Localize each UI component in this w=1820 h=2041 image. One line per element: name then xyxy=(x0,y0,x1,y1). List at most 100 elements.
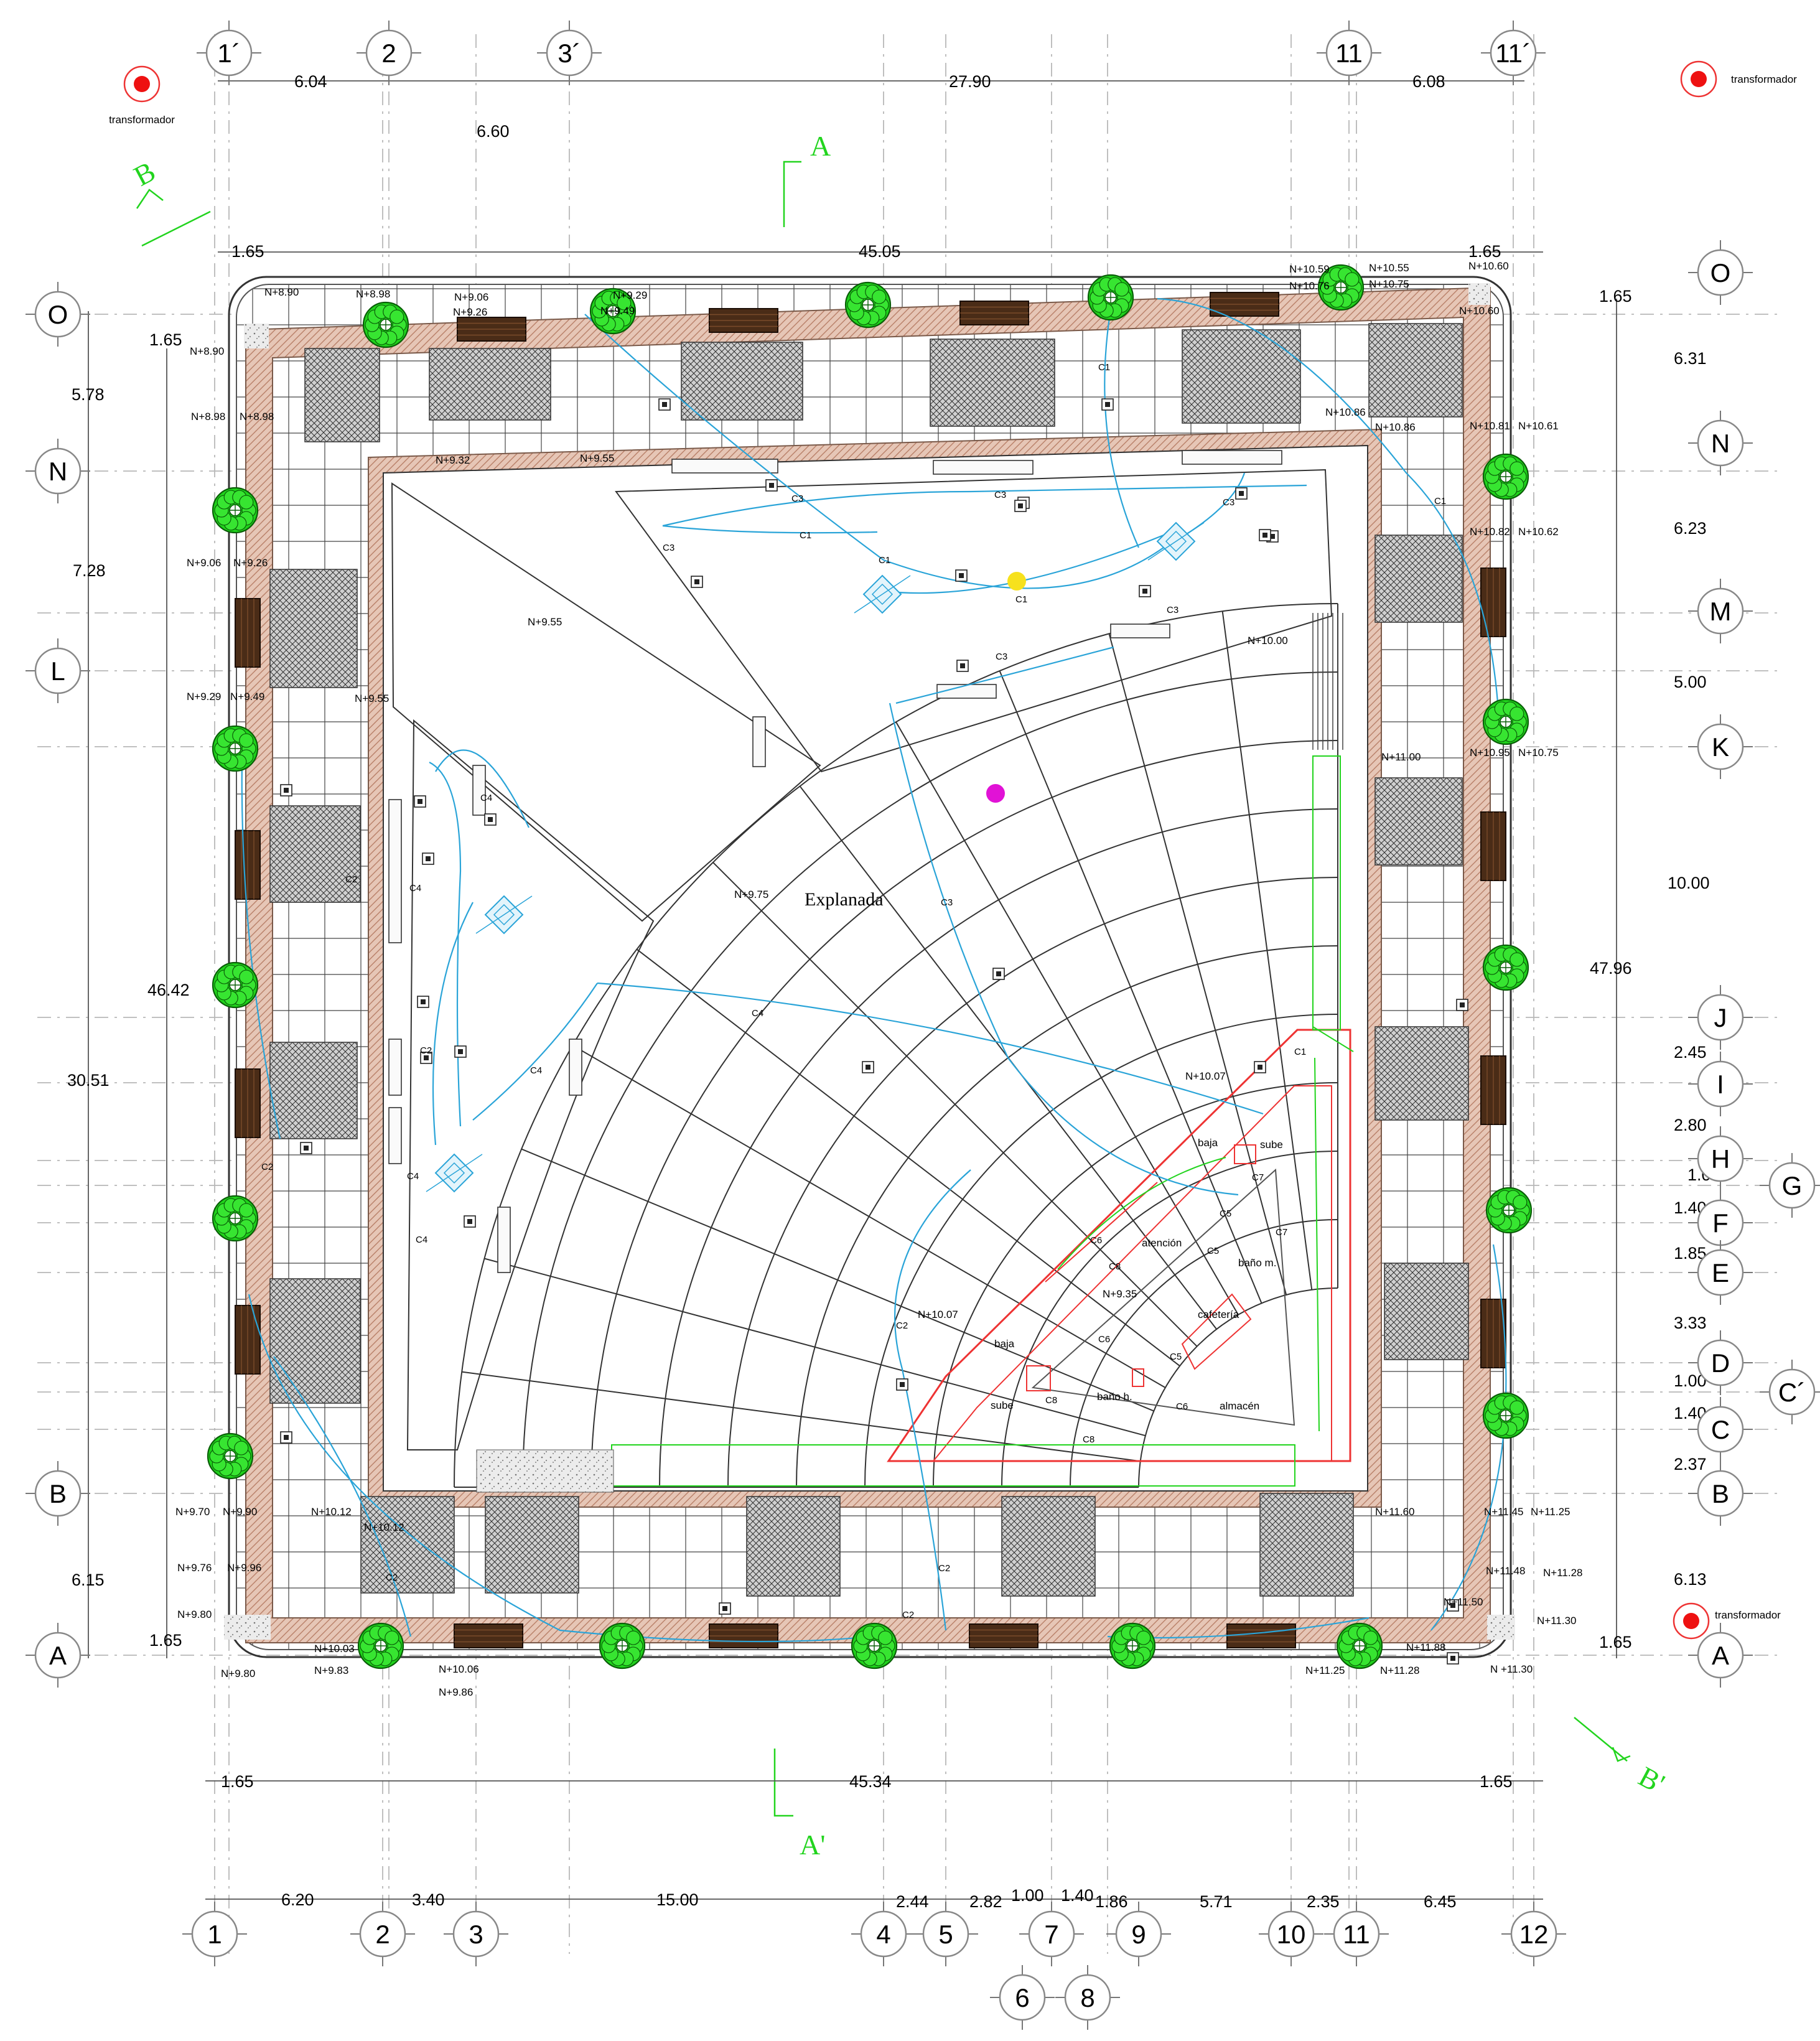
axis-bubble-bottom: 12 xyxy=(1501,1902,1566,1966)
level-label: N+10.12 xyxy=(364,1521,404,1533)
room-cafeteria: cafetería xyxy=(1198,1309,1239,1320)
bench xyxy=(709,1623,778,1648)
bench xyxy=(457,317,526,342)
transformer-top-left: transformador xyxy=(109,65,175,126)
dim-text: 2.44 xyxy=(896,1892,929,1911)
tree xyxy=(1482,944,1529,991)
light-fixture xyxy=(1101,398,1114,411)
dimension-lines xyxy=(88,80,1617,1900)
axis-bubble-bottom-lower: 6 xyxy=(990,1965,1055,2030)
circuit-label: C4 xyxy=(480,793,492,803)
section-markers xyxy=(136,161,1631,1817)
trees xyxy=(207,264,1533,1670)
tree xyxy=(1482,1392,1529,1439)
circuit-label: C5 xyxy=(1207,1246,1219,1256)
light-fixture xyxy=(956,660,969,672)
level-label: N+8.98 xyxy=(240,411,274,423)
axis-bubble-left: L xyxy=(26,638,90,703)
dim-text: 1.65 xyxy=(149,330,182,349)
dim-text: 46.42 xyxy=(147,981,190,999)
axis-label: N xyxy=(1711,429,1730,458)
lighting-circuits xyxy=(241,297,1507,1643)
level-label: N+9.29 xyxy=(613,289,647,301)
bench xyxy=(709,308,778,333)
axis-bubble-right: H xyxy=(1688,1126,1753,1191)
light-fixture xyxy=(464,1215,476,1228)
axis-bubble-top: 11 xyxy=(1317,21,1381,85)
tree xyxy=(207,1432,254,1480)
axis-bubble-bottom: 7 xyxy=(1019,1902,1084,1966)
axis-bubble-right: K xyxy=(1688,714,1753,779)
axis-label: G xyxy=(1782,1171,1803,1200)
light-fixture xyxy=(862,1061,874,1073)
plaza-bench xyxy=(388,799,402,943)
light-fixture xyxy=(422,852,434,865)
axis-bubble-right: C xyxy=(1688,1397,1753,1462)
light-fixture xyxy=(765,479,778,492)
level-label: N+10.61 xyxy=(1518,420,1559,432)
dim-text: 10.00 xyxy=(1668,874,1710,892)
axis-bubble-right: F xyxy=(1688,1190,1753,1255)
level-label: N+9.90 xyxy=(223,1506,257,1518)
axis-bubble-bottom: 2 xyxy=(350,1902,415,1966)
circuit-label: C7 xyxy=(1252,1172,1264,1183)
light-fixture xyxy=(300,1142,312,1154)
axis-bubble-right: A xyxy=(1688,1623,1753,1688)
level-label: N+9.55 xyxy=(528,616,562,628)
axis-label: 12 xyxy=(1519,1920,1549,1949)
axis-bubble-right: D xyxy=(1688,1330,1753,1395)
bench xyxy=(235,1068,261,1138)
axis-bubble-right: E xyxy=(1688,1240,1753,1305)
axis-label: 4 xyxy=(876,1920,890,1949)
axis-label: N xyxy=(49,457,67,486)
level-label: N+10.12 xyxy=(311,1506,352,1518)
axis-label: E xyxy=(1712,1258,1729,1287)
bench xyxy=(969,1623,1038,1648)
level-label: N+10.82 xyxy=(1470,526,1510,538)
axis-label: B xyxy=(1712,1479,1729,1508)
dim-text: 5.00 xyxy=(1674,673,1707,691)
axis-label: M xyxy=(1710,597,1732,626)
dim-text: 6.23 xyxy=(1674,519,1707,538)
axis-bubble-left: N xyxy=(26,439,90,503)
luminaires xyxy=(280,398,1468,1665)
level-label: N+9.35 xyxy=(1103,1288,1137,1300)
axis-label: F xyxy=(1712,1208,1729,1238)
axis-bubbles: 1´ 2 3´ 11 11´1 2 3 4 5 7 9 10 11 126 8ONLBAONMKJIHGFE… xyxy=(26,21,1820,2030)
dim-text: 6.13 xyxy=(1674,1570,1707,1589)
light-fixture xyxy=(1254,1061,1266,1073)
level-label: N+8.90 xyxy=(264,286,299,298)
circuit-label: C8 xyxy=(1083,1434,1094,1445)
axis-label: 5 xyxy=(938,1920,953,1949)
bench xyxy=(235,598,261,668)
bench xyxy=(235,830,261,900)
dim-text: 3.40 xyxy=(412,1890,445,1909)
section-label-a-prime: A' xyxy=(800,1829,826,1861)
dimension-texts: 6.04 27.90 6.08 6.60 1.65 45.05 1.65 1.6… xyxy=(67,72,1720,1911)
level-label: N+9.29 xyxy=(187,691,221,703)
bench xyxy=(959,301,1029,325)
marker-magenta-dot xyxy=(986,784,1005,803)
benches xyxy=(235,292,1506,1648)
axis-label: 2 xyxy=(381,39,396,68)
axis-bubble-left: B xyxy=(26,1461,90,1526)
dim-text: 5.78 xyxy=(72,385,105,404)
axis-label: 2 xyxy=(375,1920,390,1949)
level-label: N+11.30 xyxy=(1537,1615,1576,1627)
circuit-label: C3 xyxy=(791,493,803,504)
level-label: N+10.06 xyxy=(439,1663,479,1675)
axis-bubble-right: C´ xyxy=(1760,1360,1820,1424)
tree xyxy=(851,1622,898,1670)
tree xyxy=(212,961,259,1009)
stair-sube-1: sube xyxy=(1260,1139,1283,1151)
circuit-label: C4 xyxy=(530,1065,542,1076)
circuit-label: C3 xyxy=(996,652,1007,662)
dim-text: 1.86 xyxy=(1095,1892,1128,1911)
light-fixture xyxy=(1456,999,1468,1011)
dim-text: 2.37 xyxy=(1674,1455,1707,1474)
dim-text: 1.65 xyxy=(221,1772,254,1791)
circuit-label: C3 xyxy=(1167,605,1178,615)
plaza-bench xyxy=(497,1207,511,1273)
dim-text: 2.82 xyxy=(969,1892,1002,1911)
